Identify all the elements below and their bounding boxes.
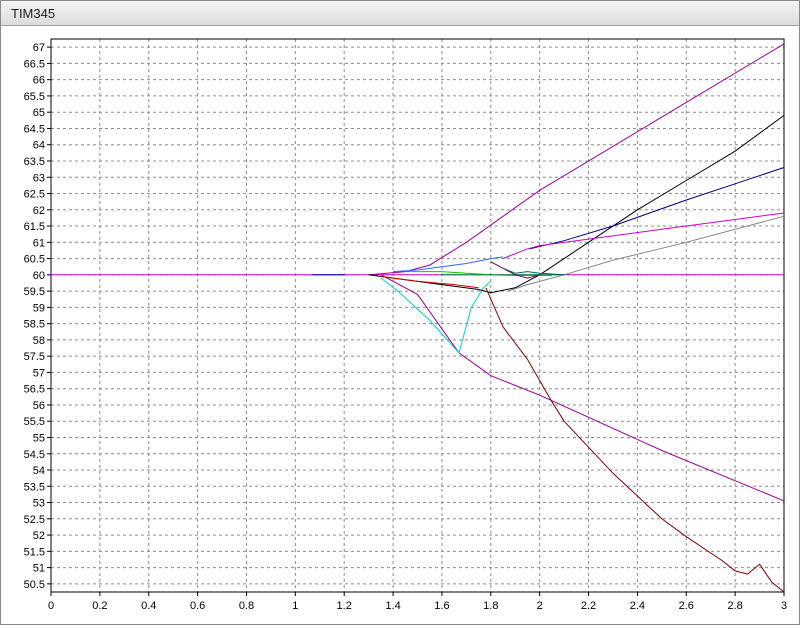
y-tick-label: 59 bbox=[33, 302, 45, 314]
series-line-7 bbox=[485, 287, 785, 593]
y-tick-label: 58 bbox=[33, 335, 45, 347]
y-tick-label: 60 bbox=[33, 270, 45, 282]
y-tick-label: 55 bbox=[33, 432, 45, 444]
series-line-5 bbox=[368, 114, 785, 294]
series-line-14 bbox=[490, 261, 540, 279]
series-line-15 bbox=[502, 267, 565, 276]
series-line-13 bbox=[380, 276, 479, 289]
y-tick-label: 59.5 bbox=[24, 286, 45, 298]
x-tick-label: 1 bbox=[292, 600, 298, 612]
y-tick-label: 50.5 bbox=[24, 579, 45, 591]
series-line-10 bbox=[393, 256, 504, 273]
title-bar: TIM345 bbox=[1, 1, 799, 26]
y-tick-label: 61.5 bbox=[24, 221, 45, 233]
x-tick-label: 2.2 bbox=[581, 600, 596, 612]
series-line-9 bbox=[507, 215, 785, 292]
y-tick-label: 62.5 bbox=[24, 189, 45, 201]
x-tick-label: 2.4 bbox=[630, 600, 645, 612]
x-tick-label: 0.4 bbox=[141, 600, 156, 612]
window-title: TIM345 bbox=[11, 6, 56, 21]
y-tick-label: 51 bbox=[33, 563, 45, 575]
y-tick-label: 66 bbox=[33, 75, 45, 87]
y-tick-label: 55.5 bbox=[24, 416, 45, 428]
series-line-3 bbox=[380, 274, 785, 502]
y-tick-label: 56.5 bbox=[24, 384, 45, 396]
y-tick-label: 65.5 bbox=[24, 91, 45, 103]
y-tick-label: 63.5 bbox=[24, 156, 45, 168]
y-tick-label: 61 bbox=[33, 237, 45, 249]
x-tick-label: 1.6 bbox=[434, 600, 449, 612]
x-tick-label: 1.4 bbox=[385, 600, 400, 612]
y-tick-label: 56 bbox=[33, 400, 45, 412]
y-tick-label: 64 bbox=[33, 140, 45, 152]
x-tick-label: 0.8 bbox=[239, 600, 254, 612]
y-tick-label: 57.5 bbox=[24, 351, 45, 363]
y-tick-label: 58.5 bbox=[24, 319, 45, 331]
y-tick-label: 64.5 bbox=[24, 123, 45, 135]
y-tick-label: 54.5 bbox=[24, 449, 45, 461]
y-tick-label: 67 bbox=[33, 42, 45, 54]
series-line-8 bbox=[502, 212, 785, 260]
y-tick-label: 66.5 bbox=[24, 58, 45, 70]
y-tick-label: 63 bbox=[33, 172, 45, 184]
y-tick-label: 52 bbox=[33, 530, 45, 542]
x-tick-label: 0.2 bbox=[92, 600, 107, 612]
y-tick-label: 53.5 bbox=[24, 481, 45, 493]
x-tick-label: 2 bbox=[537, 600, 543, 612]
y-tick-label: 62 bbox=[33, 205, 45, 217]
series-line-6 bbox=[529, 167, 785, 250]
x-tick-label: 1.8 bbox=[483, 600, 498, 612]
x-tick-label: 0.6 bbox=[190, 600, 205, 612]
y-tick-label: 60.5 bbox=[24, 254, 45, 266]
x-tick-label: 3 bbox=[781, 600, 787, 612]
series-line-4 bbox=[380, 277, 492, 354]
y-tick-label: 54 bbox=[33, 465, 45, 477]
y-tick-label: 52.5 bbox=[24, 514, 45, 526]
y-tick-label: 57 bbox=[33, 367, 45, 379]
x-tick-label: 0 bbox=[48, 600, 54, 612]
y-tick-label: 53 bbox=[33, 498, 45, 510]
x-tick-label: 1.2 bbox=[337, 600, 352, 612]
plot-frame bbox=[50, 38, 785, 593]
y-tick-label: 65 bbox=[33, 107, 45, 119]
x-tick-label: 2.8 bbox=[727, 600, 742, 612]
plot-area bbox=[51, 39, 784, 592]
y-tick-label: 51.5 bbox=[24, 546, 45, 558]
x-tick-label: 2.6 bbox=[679, 600, 694, 612]
